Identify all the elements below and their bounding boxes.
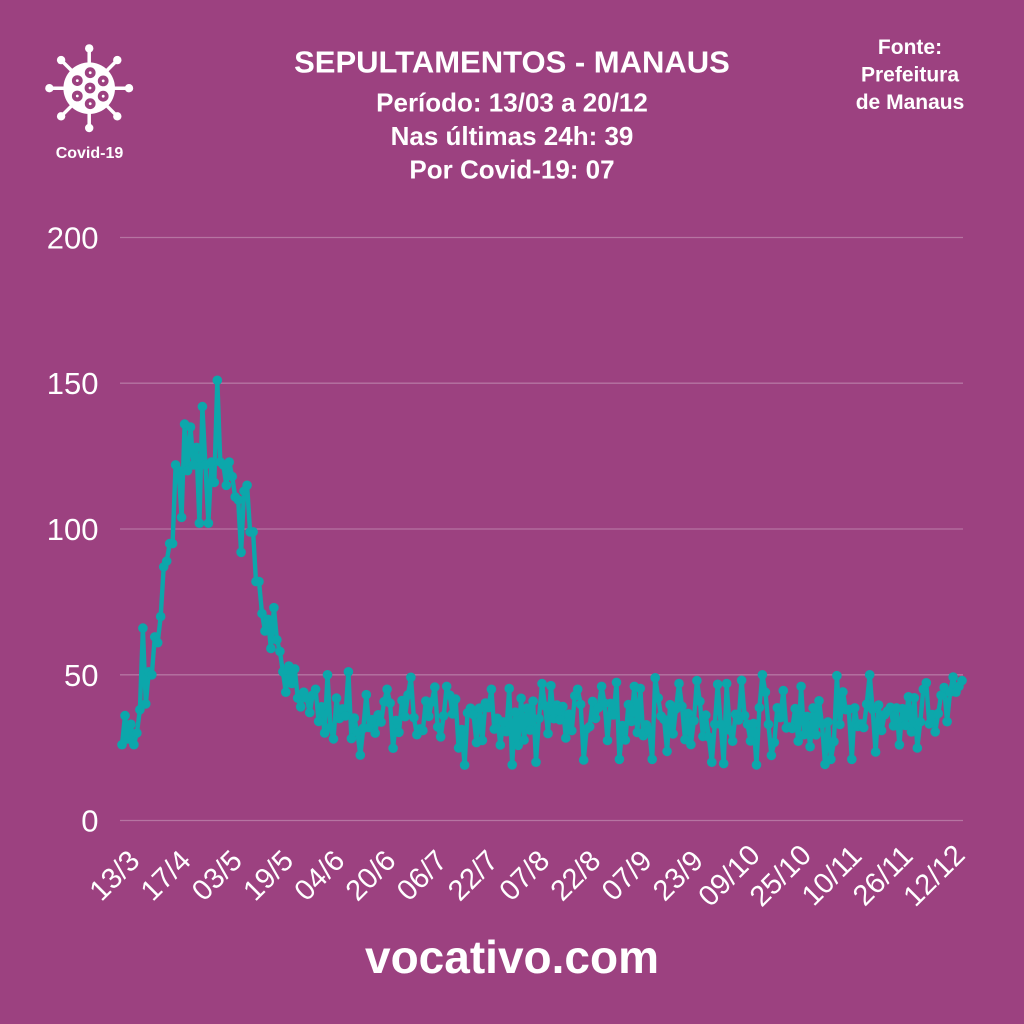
svg-text:Nas últimas 24h: 39: Nas últimas 24h: 39: [391, 121, 634, 151]
svg-text:Covid-19: Covid-19: [56, 145, 124, 162]
svg-text:200: 200: [47, 221, 99, 256]
svg-text:Por Covid-19: 07: Por Covid-19: 07: [409, 155, 614, 185]
svg-text:SEPULTAMENTOS - MANAUS: SEPULTAMENTOS - MANAUS: [294, 45, 730, 80]
svg-text:0: 0: [81, 804, 98, 839]
svg-text:Prefeitura: Prefeitura: [861, 64, 959, 87]
svg-text:50: 50: [64, 658, 98, 693]
svg-text:100: 100: [47, 512, 99, 547]
svg-text:vocativo.com: vocativo.com: [365, 931, 659, 983]
svg-text:de Manaus: de Manaus: [856, 91, 965, 114]
svg-text:Fonte:: Fonte:: [878, 36, 942, 59]
svg-text:150: 150: [47, 366, 99, 401]
svg-text:Período: 13/03 a 20/12: Período: 13/03 a 20/12: [376, 88, 648, 118]
